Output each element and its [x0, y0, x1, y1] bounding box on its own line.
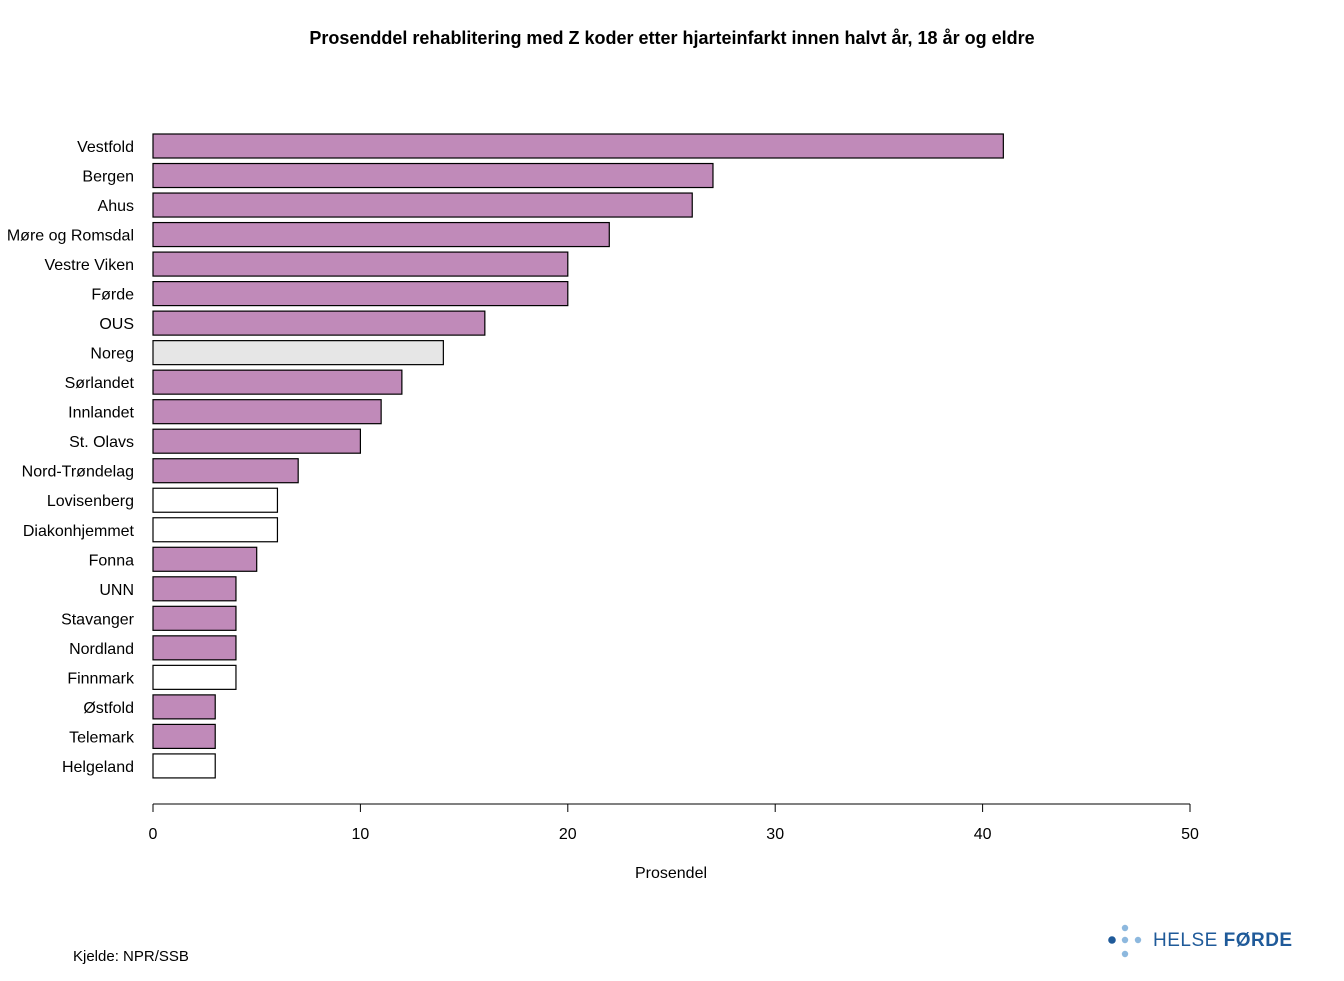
logo-text-bold: FØRDE — [1223, 930, 1293, 951]
category-label: Nord-Trøndelag — [22, 464, 134, 481]
bar-helgeland — [152, 753, 216, 779]
bar-sørlandet — [152, 369, 403, 395]
bar-st-olavs — [152, 428, 361, 454]
bars-group — [152, 133, 1004, 779]
category-label: UNN — [99, 582, 134, 599]
bar-førde — [152, 281, 569, 307]
category-label: Fonna — [89, 552, 134, 569]
bar-noreg — [152, 340, 444, 366]
bar-nord-trøndelag — [152, 458, 299, 484]
category-label: Telemark — [69, 729, 135, 746]
helse-forde-dots-icon — [1108, 924, 1142, 958]
bar-unn — [152, 576, 237, 602]
bar-diakonhjemmet — [152, 517, 279, 543]
x-tick-label: 30 — [766, 826, 784, 843]
category-label: Innlandet — [68, 405, 134, 422]
bar-stavanger — [152, 605, 237, 631]
bar-ahus — [152, 192, 693, 218]
category-labels-group: Vestfold Bergen Ahus Møre og Romsdal Vestre … — [7, 139, 135, 776]
category-label: Ahus — [98, 198, 134, 215]
category-label: Noreg — [90, 346, 134, 363]
category-label: Stavanger — [61, 611, 135, 628]
x-axis-label: Prosendel — [635, 865, 707, 882]
category-label: Finnmark — [67, 670, 135, 687]
x-axis: 0 10 20 30 40 50 — [149, 803, 1199, 843]
category-label: Bergen — [82, 169, 134, 186]
source-note: Kjelde: NPR/SSB — [73, 948, 189, 965]
bar-innlandet — [152, 399, 382, 425]
category-label: Sørlandet — [65, 375, 135, 392]
category-label: Diakonhjemmet — [23, 523, 135, 540]
x-tick-label: 40 — [974, 826, 992, 843]
bar-nordland — [152, 635, 237, 661]
helse-forde-logo: HELSE FØRDE — [1105, 922, 1295, 962]
logo-text: HELSE FØRDE — [1153, 930, 1293, 952]
category-label: Helgeland — [62, 759, 134, 776]
x-tick-label: 0 — [149, 826, 158, 843]
bar-ous — [152, 310, 486, 336]
bar-vestre-viken — [152, 251, 569, 277]
category-label: St. Olavs — [69, 434, 134, 451]
chart-title: Prosenddel rehablitering med Z koder ett… — [309, 28, 1035, 48]
category-label: Lovisenberg — [47, 493, 134, 510]
category-label: OUS — [99, 316, 134, 333]
bar-fonna — [152, 546, 258, 572]
bar-møre-og-romsdal — [152, 221, 610, 248]
bar-vestfold — [152, 133, 1004, 159]
x-tick-label: 50 — [1181, 826, 1199, 843]
x-tick-label: 20 — [559, 826, 577, 843]
logo-text-light: HELSE — [1153, 930, 1224, 951]
category-label: Vestre Viken — [44, 257, 134, 274]
category-label: Nordland — [69, 641, 134, 658]
bar-bergen — [152, 162, 714, 189]
bar-finnmark — [152, 664, 237, 690]
category-label: Førde — [91, 287, 134, 304]
x-tick-label: 10 — [352, 826, 370, 843]
category-label: Møre og Romsdal — [7, 228, 134, 245]
bar-østfold — [152, 694, 216, 720]
bar-telemark — [152, 723, 216, 750]
category-label: Østfold — [83, 700, 134, 717]
category-label: Vestfold — [77, 139, 134, 156]
bar-lovisenberg — [152, 487, 279, 513]
